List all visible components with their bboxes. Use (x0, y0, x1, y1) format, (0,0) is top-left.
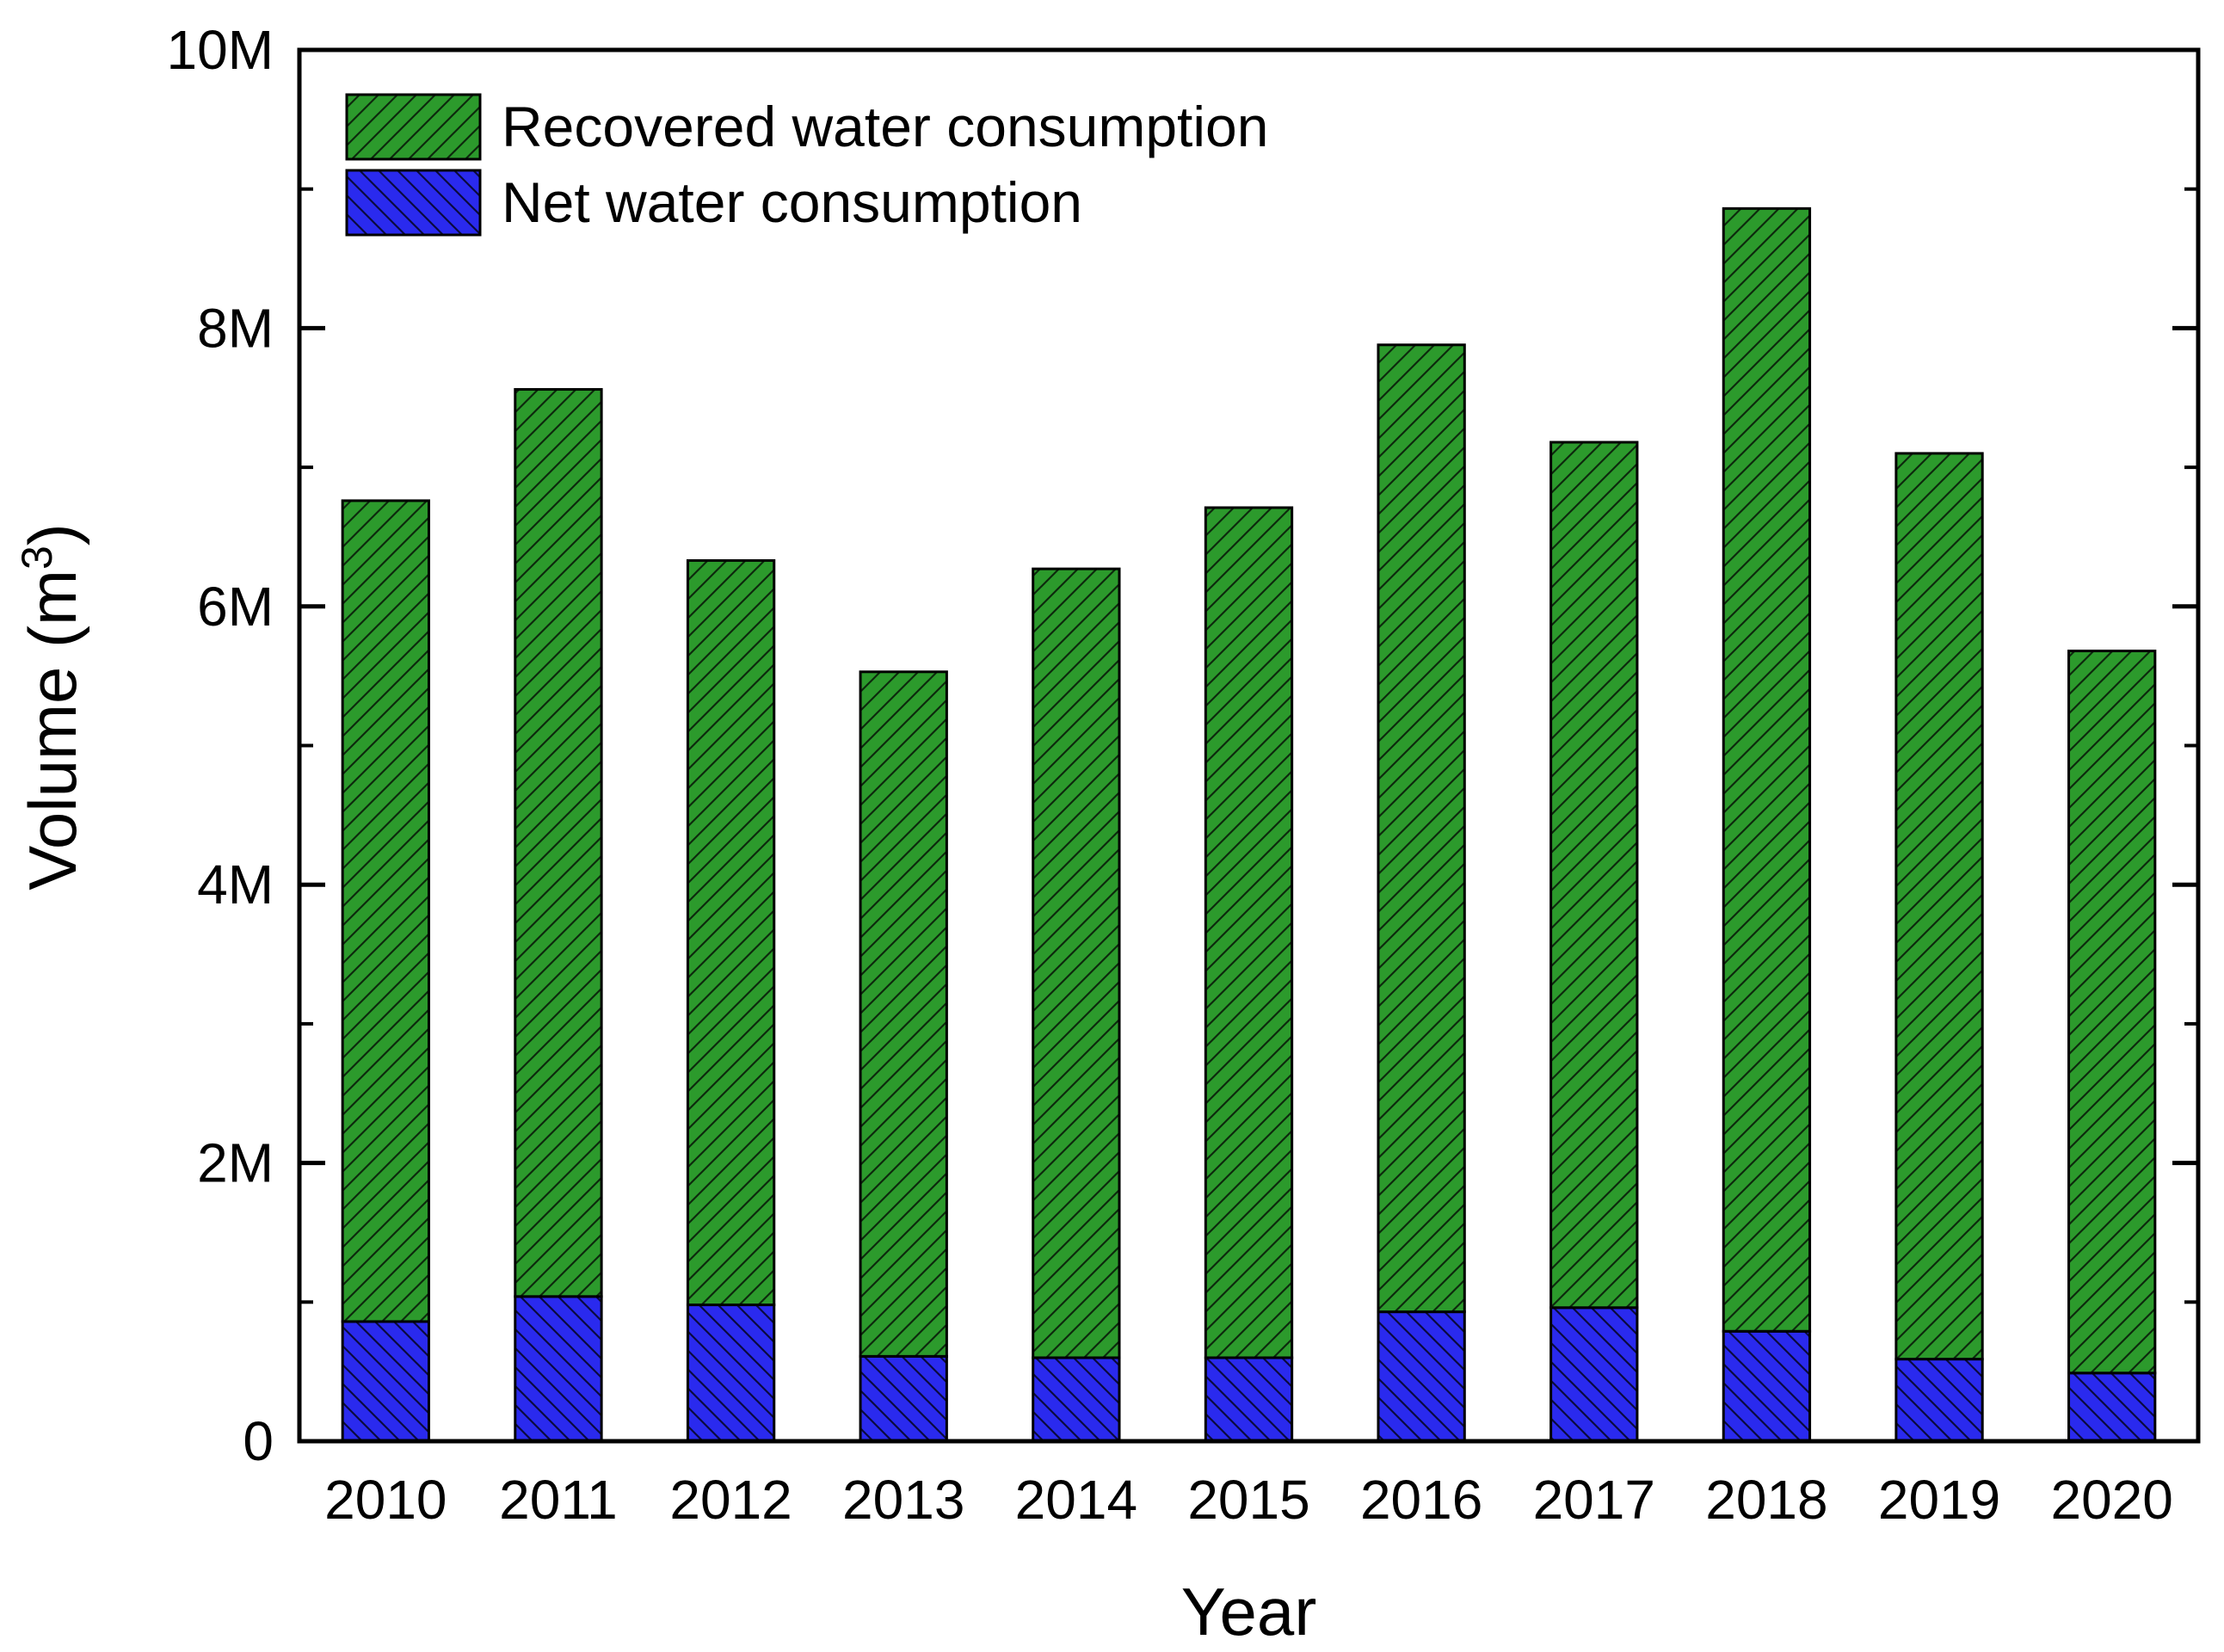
x-tick-label-2012: 2012 (669, 1469, 792, 1531)
x-tick-label-2019: 2019 (1878, 1469, 2000, 1531)
x-tick-label-2010: 2010 (324, 1469, 447, 1531)
y-axis-title-main: Volume (m (15, 570, 90, 891)
bar-net-2012 (686, 1304, 776, 1443)
bar-recovered-2016 (1377, 343, 1466, 1314)
legend: Recovered water consumption Net water con… (345, 93, 1268, 237)
bar-recovered-2017 (1549, 441, 1639, 1310)
bar-net-2020 (2067, 1372, 2157, 1443)
y-tick-label-8M: 8M (197, 297, 274, 359)
bar-net-2017 (1549, 1306, 1639, 1443)
bar-net-2014 (1032, 1356, 1121, 1443)
legend-swatch-recovered (345, 93, 482, 161)
bar-net-2019 (1894, 1358, 1984, 1443)
bar-recovered-2014 (1032, 567, 1121, 1359)
bar-net-2016 (1377, 1310, 1466, 1443)
y-tick-labels: 0 2M 4M 6M 8M 10M (167, 19, 274, 1472)
legend-swatch-net (345, 169, 482, 237)
x-tick-label-2013: 2013 (842, 1469, 964, 1531)
x-tick-label-2016: 2016 (1360, 1469, 1482, 1531)
bar-net-2011 (514, 1295, 603, 1443)
bar-recovered-2018 (1722, 206, 1812, 1333)
y-tick-label-10M: 10M (167, 19, 274, 81)
y-axis-title-close: ) (15, 523, 90, 546)
x-tick-label-2011: 2011 (499, 1469, 618, 1531)
x-axis-title: Year (1181, 1574, 1317, 1649)
y-tick-label-0: 0 (243, 1410, 274, 1472)
legend-label-recovered: Recovered water consumption (502, 95, 1268, 158)
x-tick-label-2018: 2018 (1705, 1469, 1827, 1531)
y-axis-title: Volume (m3) (13, 523, 90, 891)
bar-net-2018 (1722, 1329, 1812, 1443)
bar-recovered-2012 (686, 558, 776, 1307)
x-tick-label-2014: 2014 (1015, 1469, 1137, 1531)
bar-recovered-2020 (2067, 650, 2157, 1375)
bar-recovered-2011 (514, 388, 603, 1298)
bar-net-2013 (859, 1354, 948, 1443)
y-tick-label-2M: 2M (197, 1132, 274, 1194)
x-tick-label-2015: 2015 (1187, 1469, 1309, 1531)
legend-label-net: Net water consumption (502, 170, 1082, 234)
x-tick-label-2020: 2020 (2050, 1469, 2172, 1531)
y-axis-title-superscript: 3 (13, 546, 61, 570)
x-tick-labels: 2010 2011 2012 2013 2014 2015 2016 2017 2018 2019… (324, 1469, 2173, 1531)
bar-recovered-2019 (1894, 452, 1984, 1361)
bar-net-2015 (1204, 1356, 1294, 1443)
bar-recovered-2010 (341, 499, 430, 1323)
ticks-layer (299, 47, 2198, 1444)
x-tick-label-2017: 2017 (1533, 1469, 1655, 1531)
bars-layer (341, 206, 2157, 1443)
y-tick-label-6M: 6M (197, 576, 274, 638)
y-tick-label-4M: 4M (197, 854, 274, 915)
bar-recovered-2015 (1204, 506, 1294, 1359)
bar-net-2010 (341, 1320, 430, 1443)
bar-recovered-2013 (859, 670, 948, 1358)
